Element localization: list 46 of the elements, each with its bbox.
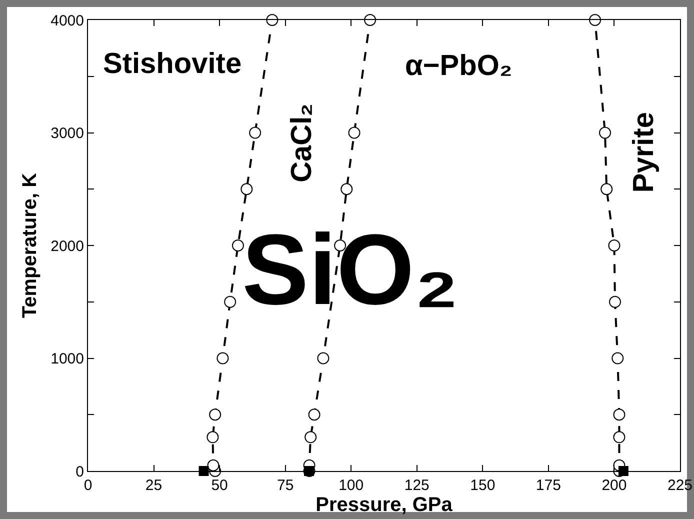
x-tick-label: 175: [536, 477, 561, 494]
point: [348, 126, 360, 139]
point: [304, 431, 317, 444]
point: [589, 14, 602, 26]
point: [609, 296, 622, 308]
x-tick-label: 225: [667, 477, 693, 494]
point: [198, 466, 209, 476]
y-tick-label: 0: [76, 463, 84, 480]
point: [600, 183, 613, 196]
x-tick-label: 75: [276, 477, 294, 494]
point: [207, 459, 220, 472]
point: [608, 240, 620, 252]
point: [249, 126, 262, 139]
point: [308, 408, 320, 421]
point: [216, 352, 229, 364]
point: [613, 431, 626, 444]
y-tick-label: 1000: [50, 350, 84, 368]
point: [206, 431, 219, 444]
point: [224, 296, 236, 308]
point: [232, 240, 244, 252]
point: [613, 408, 626, 421]
annotation: Pyrite: [628, 112, 660, 193]
annotation: SiO₂: [242, 214, 459, 326]
x-tick-label: 125: [404, 477, 430, 494]
y-tick-label: 4000: [50, 12, 84, 30]
x-tick-label: 100: [338, 477, 364, 494]
y-tick-label: 2000: [50, 238, 84, 255]
x-tick-label: 150: [470, 477, 496, 494]
point: [209, 408, 222, 421]
point: [618, 466, 628, 476]
x-tick-label: 25: [145, 477, 162, 494]
point: [240, 183, 253, 196]
y-axis-title: Temperature, K: [19, 172, 42, 318]
point: [340, 183, 353, 196]
point: [266, 14, 278, 26]
annotation: α−PbO₂: [405, 50, 512, 82]
point: [364, 14, 376, 26]
annotation: Stishovite: [103, 48, 242, 80]
point: [612, 352, 624, 364]
point: [599, 126, 612, 139]
x-tick-label: 50: [211, 477, 228, 494]
x-tick-label: 200: [602, 477, 627, 494]
point: [317, 352, 330, 364]
annotation: CaCl₂: [286, 103, 318, 182]
x-axis-title: Pressure, GPa: [316, 494, 454, 516]
y-tick-label: 3000: [50, 125, 84, 142]
